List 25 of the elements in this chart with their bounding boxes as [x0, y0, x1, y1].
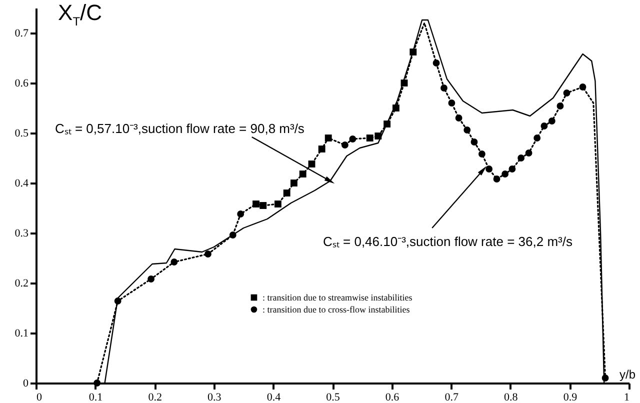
x-tick-label: 0.1 — [88, 392, 103, 403]
x-tick-label: 0.4 — [266, 392, 282, 403]
x-tick-label: 0.6 — [385, 392, 400, 403]
y-tick-label: 0.3 — [14, 228, 29, 240]
y-tick-label: 0.2 — [14, 278, 28, 290]
y-tick-label: 0.1 — [14, 328, 28, 340]
x-tick-label: 0.2 — [148, 392, 162, 403]
y-tick-label: 0.5 — [14, 128, 29, 140]
legend-label: : transition due to streamwise instabilities — [262, 292, 413, 302]
x-tick-label: 0.7 — [444, 392, 459, 403]
annotation: Cₛₜ = 0,57.10⁻³,suction flow rate = 90,8 m³/s — [54, 121, 305, 136]
x-tick-label: 0.5 — [326, 392, 340, 403]
y-tick-label: 0.7 — [14, 28, 29, 40]
y-tick-label: 0.4 — [14, 178, 29, 190]
legend-label: : transition due to cross-flow instabilities — [262, 304, 410, 314]
x-tick-label: 0 — [36, 392, 42, 403]
x-tick-label: 0.9 — [563, 392, 578, 403]
y-tick-label: 0 — [23, 378, 29, 390]
x-tick-label: 0.3 — [208, 392, 222, 403]
x-axis-title: y/b — [619, 368, 636, 382]
x-tick-label: 1 — [624, 392, 630, 403]
y-axis-title: X$_{T}$/C — [58, 0, 102, 28]
y-tick-label: 0.6 — [14, 78, 29, 90]
x-tick-label: 0.8 — [504, 392, 518, 403]
annotation: Cₛₜ = 0,46.10⁻³,suction flow rate = 36,2 m³/s — [323, 234, 573, 249]
